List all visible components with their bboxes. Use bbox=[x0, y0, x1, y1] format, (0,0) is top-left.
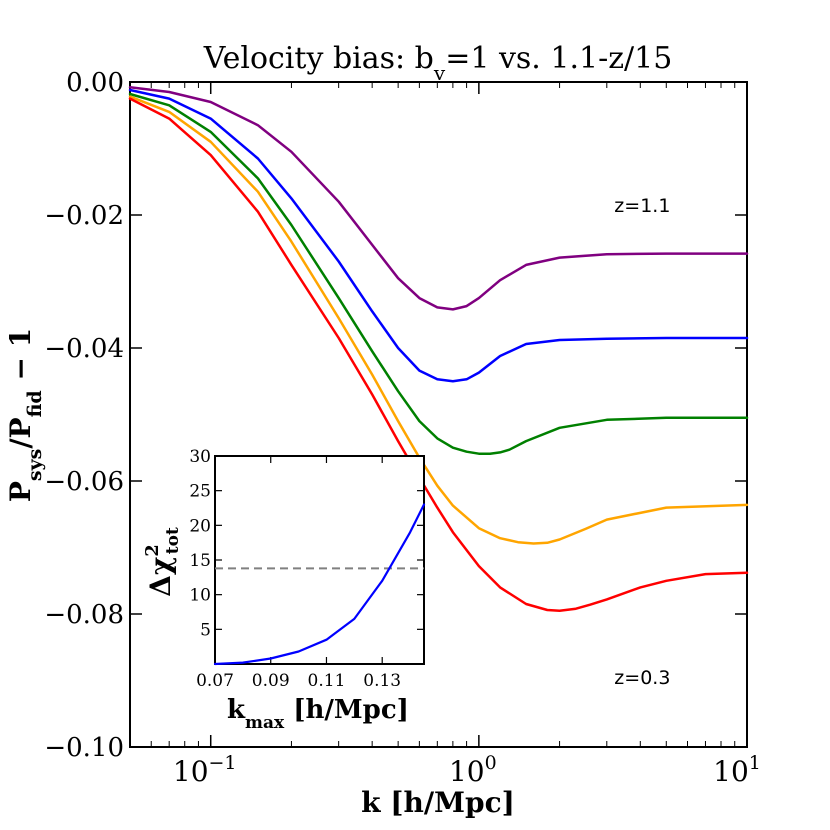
x-axis-label: k [h/Mpc] bbox=[361, 786, 515, 819]
inset-x-axis-label: kmax [h/Mpc] bbox=[227, 695, 409, 733]
inset-y-tick-label: 20 bbox=[189, 516, 211, 536]
annotation-z-low: z=0.3 bbox=[614, 667, 670, 689]
inset-x-tick-label: 0.11 bbox=[308, 671, 346, 691]
inset-y-tick-label: 30 bbox=[189, 447, 211, 467]
main-x-tick-label: 10−1 bbox=[173, 752, 237, 788]
main-series-line-3 bbox=[128, 95, 749, 545]
inset-plot-frame bbox=[214, 455, 425, 665]
inset-x-tick-label: 0.09 bbox=[252, 671, 290, 691]
inset-y-axis-label: Δχ2tot bbox=[142, 527, 183, 597]
main-plot-frame bbox=[129, 81, 748, 748]
inset-y-tick-label: 10 bbox=[189, 586, 211, 606]
inset-x-tick-label: 0.07 bbox=[196, 671, 234, 691]
main-y-tick-label: −0.04 bbox=[44, 334, 124, 364]
inset-x-tick-label: 0.13 bbox=[363, 671, 401, 691]
main-series-line-4 bbox=[128, 97, 749, 612]
inset-y-ticks: 5 10 15 20 25 30 bbox=[189, 447, 424, 640]
inset-y-tick-label: 15 bbox=[189, 551, 211, 571]
chart-title: Velocity bias: bv=1 vs. 1.1-z/15 bbox=[203, 41, 673, 85]
inset-y-tick-label: 25 bbox=[189, 482, 211, 502]
main-y-tick-label: 0.00 bbox=[66, 68, 124, 98]
main-y-tick-label: −0.06 bbox=[44, 467, 124, 497]
main-series-line-2 bbox=[128, 92, 749, 455]
main-x-ticks: 10−1 100 101 bbox=[129, 82, 761, 788]
main-series bbox=[128, 86, 749, 612]
main-series-line-1 bbox=[128, 88, 749, 383]
main-y-ticks: 0.00 −0.02 −0.04 −0.06 −0.08 −0.10 bbox=[44, 68, 747, 763]
main-x-tick-label: 100 bbox=[449, 752, 497, 788]
inset-series bbox=[213, 503, 426, 666]
inset-x-ticks: 0.07 0.09 0.11 0.13 bbox=[196, 456, 401, 691]
y-axis-label: Psys/Pfid − 1 bbox=[4, 328, 46, 502]
inset-y-tick-label: 5 bbox=[200, 620, 211, 640]
main-y-tick-label: −0.02 bbox=[44, 201, 124, 231]
main-y-tick-label: −0.08 bbox=[44, 600, 124, 630]
inset-series-line-0 bbox=[213, 503, 426, 666]
main-y-tick-label: −0.10 bbox=[44, 733, 124, 763]
main-x-tick-label: 101 bbox=[713, 752, 761, 788]
main-series-line-0 bbox=[128, 86, 749, 311]
annotation-z-high: z=1.1 bbox=[614, 195, 670, 217]
